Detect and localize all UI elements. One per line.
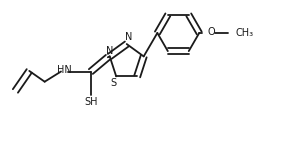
Text: O: O bbox=[207, 27, 215, 37]
Text: CH₃: CH₃ bbox=[236, 28, 254, 38]
Text: N: N bbox=[106, 46, 113, 56]
Text: SH: SH bbox=[84, 97, 98, 107]
Text: HN: HN bbox=[57, 65, 72, 75]
Text: N: N bbox=[124, 32, 132, 42]
Text: S: S bbox=[111, 78, 117, 88]
